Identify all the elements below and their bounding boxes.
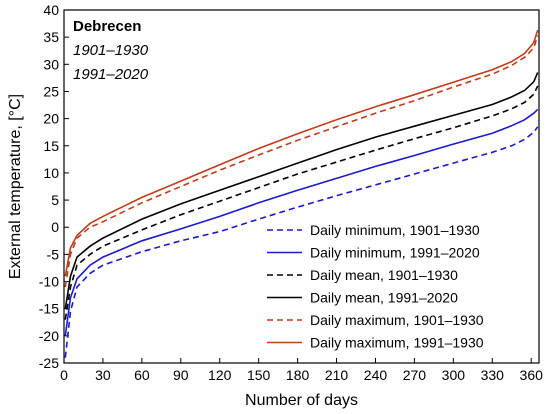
legend: Daily minimum, 1901–1930 Daily minimum, 1… [267,222,484,351]
x-tick-label: 180 [286,367,310,383]
x-tick-label: 30 [95,367,111,383]
legend-label-2: Daily minimum, 1991–2020 [310,245,480,261]
y-axis-label: External temperature, [°C] [7,94,24,279]
annotation-block: Debrecen 1901–1930 1991–2020 [73,18,149,83]
x-tick-label: 330 [481,367,505,383]
legend-label-5: Daily maximum, 1901–1930 [310,312,484,328]
series-line-5 [64,35,539,288]
series-line-3 [64,85,539,320]
y-tick-label: 40 [43,2,59,18]
x-tick-label: 270 [403,367,427,383]
y-tick-label: 0 [51,219,59,235]
x-tick-label: 60 [134,367,150,383]
legend-label-3: Daily mean, 1901–1930 [310,267,458,283]
y-tick-label: 15 [43,138,59,154]
x-tick-label: 210 [325,367,349,383]
y-tick-label: -10 [39,274,59,290]
annotation-title: Debrecen [73,18,141,35]
x-tick-label: 150 [247,367,271,383]
series-line-6 [64,29,539,277]
x-axis-label: Number of days [245,392,358,409]
x-tick-label: 90 [173,367,189,383]
y-tick-label: 30 [43,56,59,72]
y-tick-label: -15 [39,301,59,317]
x-tick-label: 300 [442,367,466,383]
series-line-1 [64,126,539,358]
y-tick-label: 25 [43,83,59,99]
series-line-4 [64,72,539,309]
x-tick-label: 120 [208,367,232,383]
y-tick-label: 5 [51,192,59,208]
y-tick-label: 10 [43,165,59,181]
legend-label-1: Daily minimum, 1901–1930 [310,222,480,238]
legend-label-4: Daily mean, 1991–2020 [310,290,458,306]
y-tick-label: 20 [43,111,59,127]
legend-label-6: Daily maximum, 1991–1930 [310,335,484,351]
y-tick-label: -5 [47,246,60,262]
x-axis-ticks: 0 30 60 90 120 150 180 210 240 270 300 330 360 [60,358,543,383]
x-tick-label: 0 [60,367,68,383]
series-line-2 [64,108,539,336]
y-tick-label: -25 [39,355,59,371]
x-tick-label: 240 [364,367,388,383]
y-tick-label: -20 [39,328,59,344]
annotation-period-1: 1901–1930 [73,42,149,59]
plot-area-frame [63,9,540,364]
y-tick-label: 35 [43,29,59,45]
y-axis-ticks: -25 -20 -15 -10 -5 0 5 10 15 20 25 30 35 40 [39,2,69,371]
annotation-period-2: 1991–2020 [73,66,149,83]
series-layer [64,29,539,358]
x-tick-label: 360 [520,367,544,383]
